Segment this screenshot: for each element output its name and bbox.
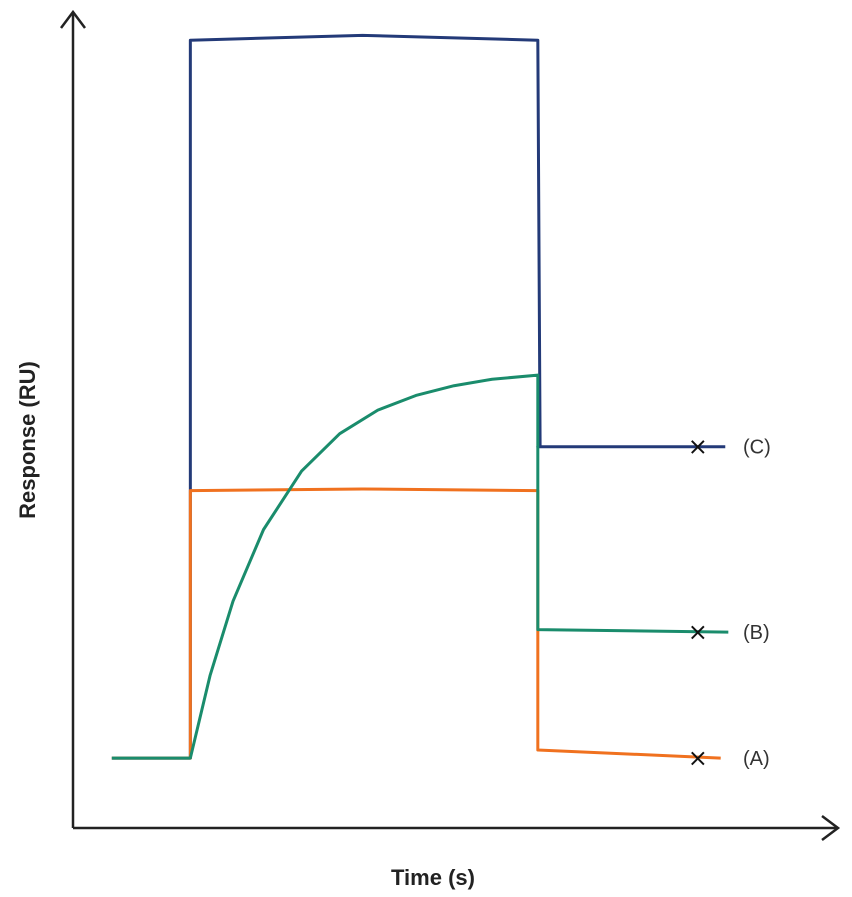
y-axis-arrow-icon [60, 9, 86, 29]
series-line-a [111, 487, 721, 760]
axes [60, 9, 841, 841]
x-axis-arrow-icon [821, 815, 841, 841]
end-marker-x-icon-b: × [688, 618, 708, 646]
x-axis-title: Time (s) [391, 865, 475, 890]
series-label-b: (B) [743, 622, 770, 644]
series-line-b [111, 373, 729, 760]
end-marker-x-icon-a: × [688, 744, 708, 772]
series-line-c [111, 33, 726, 760]
series-label-c: (C) [743, 437, 771, 459]
end-marker-x-icon-c: × [688, 433, 708, 461]
y-axis-title: Response (RU) [15, 361, 40, 519]
series-label-a: (A) [743, 748, 770, 770]
